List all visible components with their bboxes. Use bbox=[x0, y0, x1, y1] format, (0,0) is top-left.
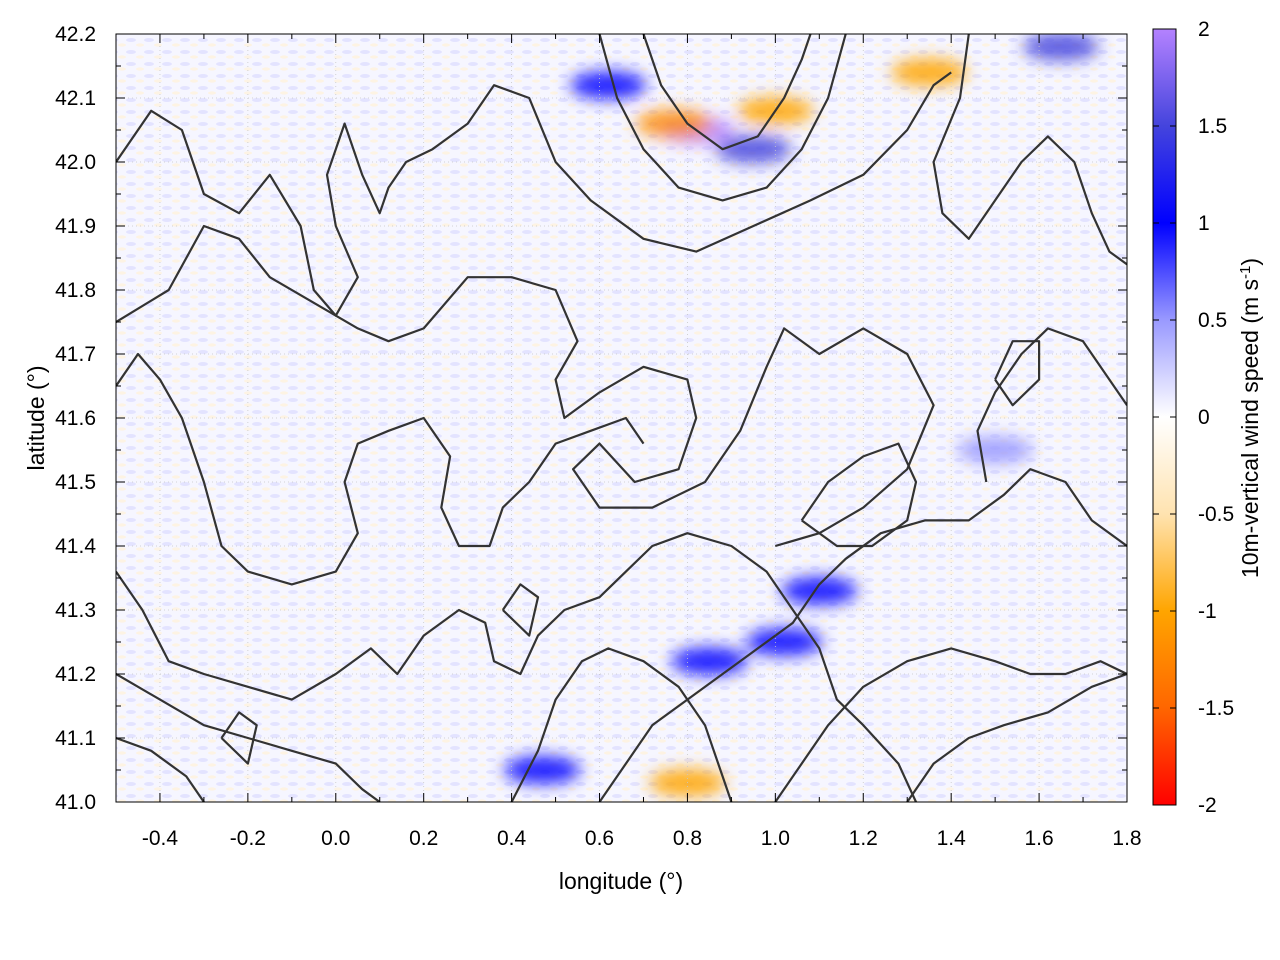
colorbar-tick-label: 2 bbox=[1198, 18, 1210, 41]
heatmap-hotspot bbox=[715, 135, 792, 164]
contour-line bbox=[116, 224, 935, 548]
contour-line bbox=[116, 736, 205, 802]
x-tick-label: 0.0 bbox=[321, 827, 350, 850]
colorbar-tick-label: 0.5 bbox=[1198, 309, 1227, 332]
contour-line bbox=[800, 442, 918, 548]
y-tick-label: 41.3 bbox=[55, 599, 96, 622]
colorbar: 2 1.5 1 0.5 0 -0.5 -1 -1.5 -2 10m-vertical wind … bbox=[1152, 18, 1264, 817]
colorbar-title-main: 10m-vertical wind speed (m s bbox=[1237, 279, 1263, 578]
colorbar-tick-label: -1 bbox=[1198, 600, 1217, 623]
contour-line bbox=[510, 647, 733, 802]
x-tick-label: 1.4 bbox=[937, 827, 967, 850]
contour-lines bbox=[116, 34, 1127, 802]
x-tick-label: 1.8 bbox=[1112, 827, 1141, 850]
y-tick-label: 42.1 bbox=[55, 87, 96, 110]
colorbar-tick-label: -2 bbox=[1198, 794, 1217, 817]
colorbar-title-sup: -1 bbox=[1237, 266, 1254, 279]
contour-line bbox=[501, 583, 540, 637]
y-tick-label: 41.9 bbox=[55, 215, 96, 238]
heatmap-hotspot bbox=[781, 576, 858, 605]
contour-line bbox=[642, 34, 812, 151]
colorbar-tick-label: 1 bbox=[1198, 212, 1210, 235]
x-tick-label: 0.2 bbox=[409, 827, 438, 850]
heatmap-hotspot bbox=[636, 109, 713, 138]
colorbar-tick-label: -1.5 bbox=[1198, 697, 1234, 720]
y-tick-label: 41.4 bbox=[55, 535, 96, 558]
x-tick-label: -0.4 bbox=[142, 827, 179, 850]
colorbar-tick-label: 1.5 bbox=[1198, 115, 1227, 138]
contour-line bbox=[598, 34, 847, 202]
y-tick-label: 41.5 bbox=[55, 471, 96, 494]
plot-area: -0.4 -0.2 0.0 0.2 0.4 0.6 0.8 1.0 1.2 1.4 1.6 1.8 4… bbox=[55, 23, 1141, 850]
contour-line bbox=[116, 532, 917, 802]
y-tick-labels: 41.0 41.1 41.2 41.3 41.4 41.5 41.6 41.7 41.8 41.9… bbox=[55, 23, 96, 814]
y-tick-label: 41.8 bbox=[55, 279, 96, 302]
colorbar-title-close: ) bbox=[1237, 258, 1263, 266]
x-tick-label: 0.4 bbox=[497, 827, 527, 850]
heatmap-hotspots bbox=[504, 34, 1100, 797]
heatmap-hotspot bbox=[891, 58, 968, 87]
x-tick-label: -0.2 bbox=[230, 827, 266, 850]
contour-line bbox=[932, 34, 1127, 266]
contour-line bbox=[994, 340, 1041, 407]
y-tick-label: 41.1 bbox=[55, 727, 96, 750]
x-axis-title: longitude (°) bbox=[559, 868, 683, 894]
colorbar-tick-label: -0.5 bbox=[1198, 503, 1234, 526]
contour-line bbox=[774, 647, 1127, 802]
axis-ticks bbox=[115, 33, 1128, 803]
colorbar-ticks: 2 1.5 1 0.5 0 -0.5 -1 -1.5 -2 bbox=[1153, 18, 1234, 817]
y-tick-label: 41.0 bbox=[55, 791, 96, 814]
x-tick-labels: -0.4 -0.2 0.0 0.2 0.4 0.6 0.8 1.0 1.2 1.4 1.6 1.8 bbox=[142, 827, 1142, 850]
y-tick-label: 41.2 bbox=[55, 663, 96, 686]
heatmap-hotspot bbox=[570, 71, 647, 100]
contour-line bbox=[220, 711, 258, 765]
x-tick-label: 0.8 bbox=[673, 827, 702, 850]
heatmap-hotspot bbox=[504, 756, 581, 784]
contour-line bbox=[116, 71, 952, 317]
heatmap-hotspot bbox=[671, 647, 748, 676]
y-tick-label: 41.7 bbox=[55, 343, 96, 366]
y-tick-label: 41.6 bbox=[55, 407, 96, 430]
x-tick-label: 1.6 bbox=[1024, 827, 1053, 850]
contour-line bbox=[116, 352, 645, 586]
contour-line bbox=[906, 672, 1127, 802]
y-tick-label: 42.2 bbox=[55, 23, 96, 46]
heatmap-hotspot bbox=[957, 436, 1034, 464]
y-tick-label: 42.0 bbox=[55, 151, 96, 174]
heatmap-hotspot bbox=[746, 628, 823, 656]
plot-background bbox=[116, 34, 1127, 802]
x-tick-label: 1.2 bbox=[849, 827, 878, 850]
y-axis-title: latitude (°) bbox=[23, 365, 49, 470]
colorbar-title: 10m-vertical wind speed (m s-1) bbox=[1237, 258, 1264, 578]
x-tick-label: 0.6 bbox=[585, 827, 614, 850]
heatmap-hotspot bbox=[1023, 34, 1100, 61]
colorbar-tick-label: 0 bbox=[1198, 406, 1210, 429]
contour-line bbox=[598, 468, 1127, 802]
contour-line bbox=[116, 673, 381, 802]
x-tick-label: 1.0 bbox=[761, 827, 790, 850]
